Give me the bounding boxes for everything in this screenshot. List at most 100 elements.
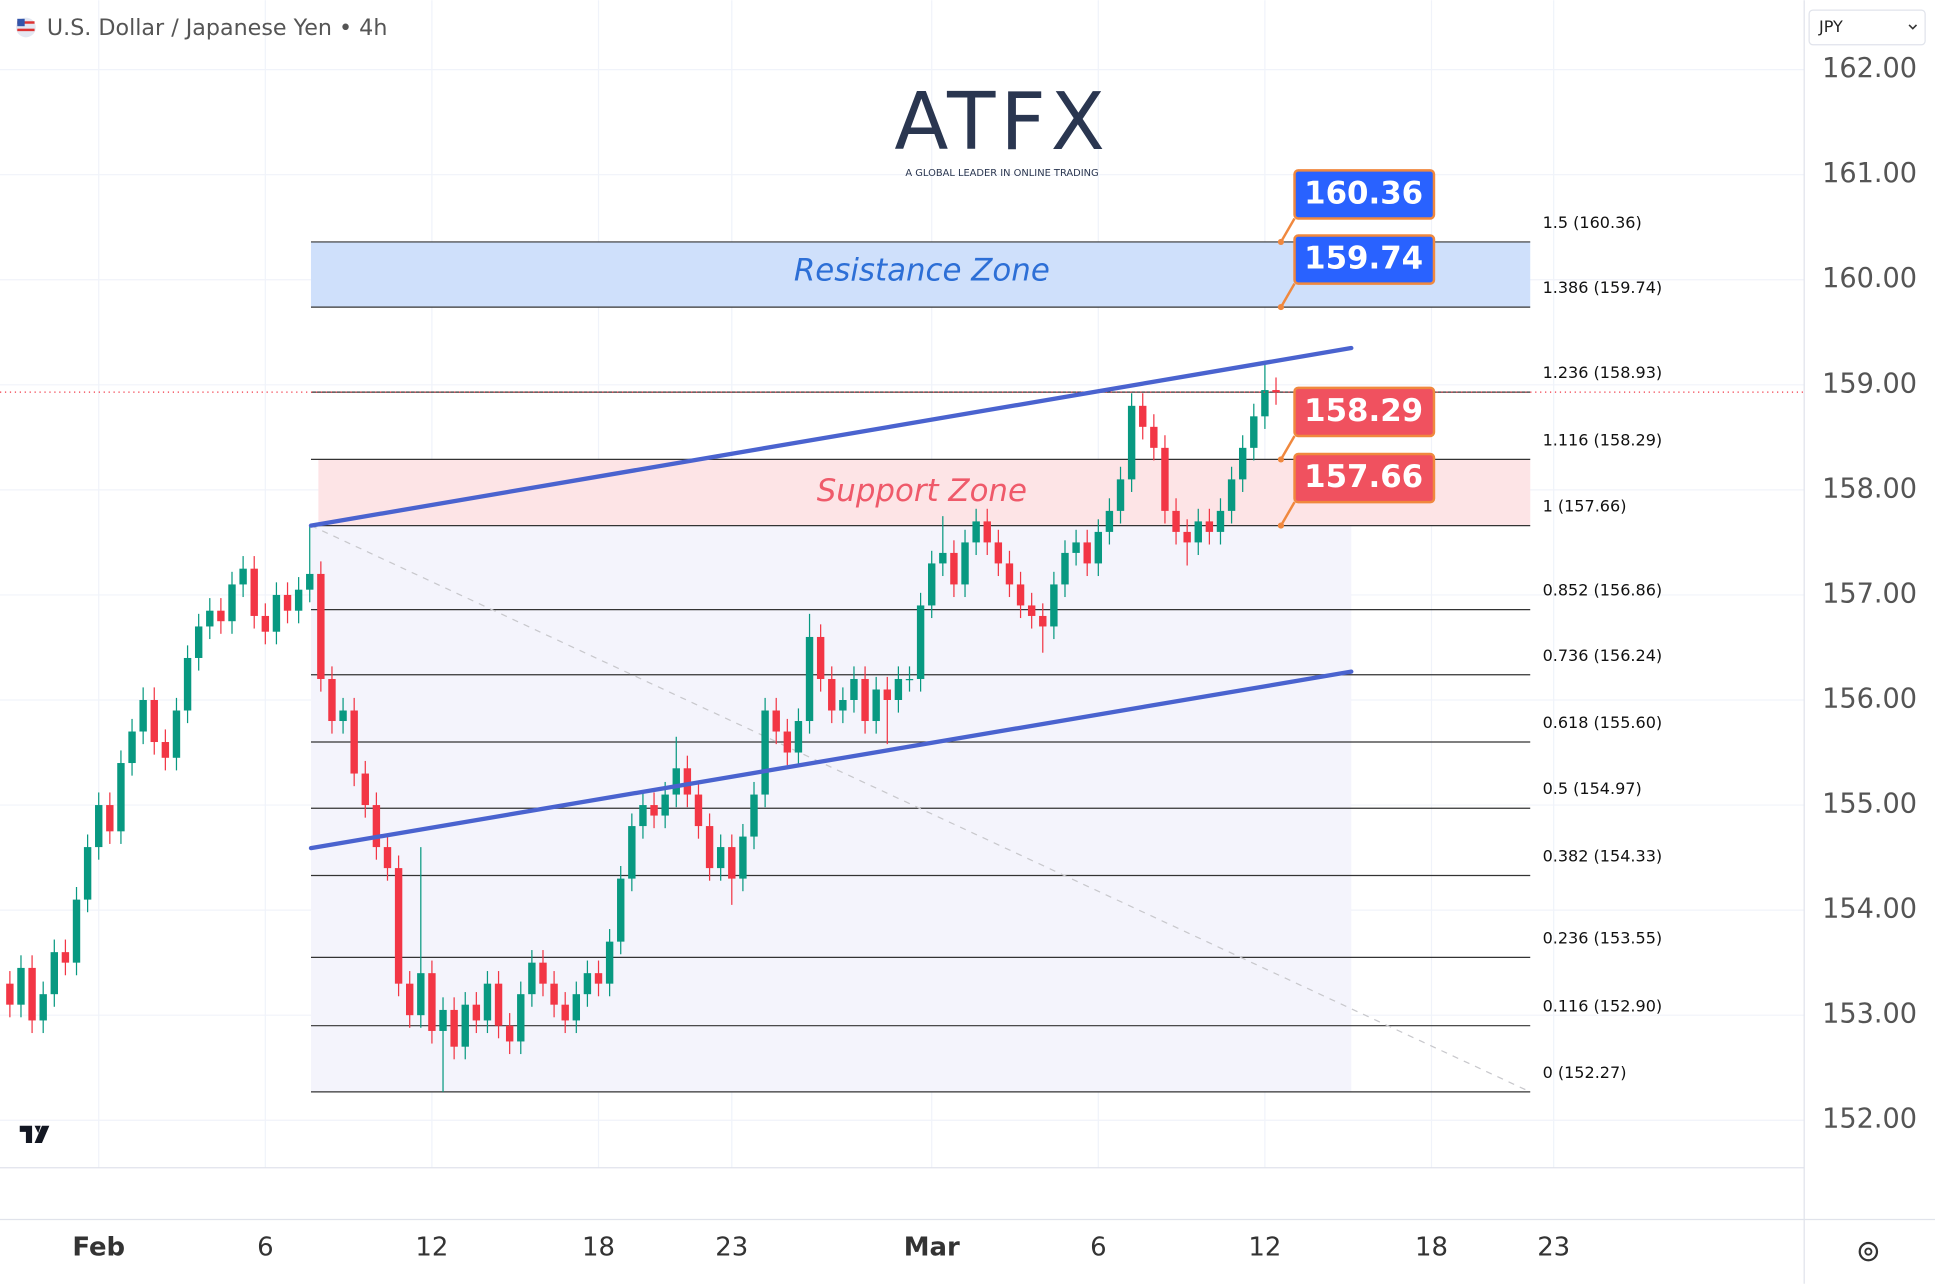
candle-body — [317, 573, 325, 679]
settings-button[interactable] — [1858, 1241, 1879, 1262]
y-tick-label: 156.00 — [1822, 684, 1917, 715]
candle-body — [161, 742, 170, 758]
candle-body — [661, 794, 669, 816]
callout-anchor — [1277, 522, 1285, 529]
candle-body — [1039, 615, 1047, 627]
fib-label: 0.236 (153.55) — [1543, 928, 1663, 947]
candle-body — [194, 626, 203, 658]
candle-body — [1161, 447, 1169, 511]
candle-body — [517, 994, 525, 1042]
gear[interactable] — [1858, 1241, 1879, 1262]
candle-body — [206, 610, 214, 627]
currency-box[interactable] — [1808, 9, 1926, 46]
logo-tagline: A GLOBAL LEADER IN ONLINE TRADING — [905, 168, 1098, 179]
x-tick-label: 23 — [715, 1232, 748, 1262]
candle-body — [1116, 479, 1125, 511]
candle-body — [705, 826, 714, 869]
candle-body — [1127, 405, 1136, 480]
fib-label: 0 (152.27) — [1543, 1063, 1627, 1082]
candle-body — [350, 710, 358, 774]
candle-body — [472, 1004, 481, 1021]
candle-body — [772, 710, 780, 732]
candle-body — [739, 836, 747, 879]
y-tick-label: 152.00 — [1822, 1104, 1917, 1135]
candle-body — [850, 678, 858, 701]
callout-anchor — [1277, 238, 1285, 246]
candle-body — [339, 710, 347, 722]
candle-body — [50, 952, 59, 995]
candle-body — [172, 710, 181, 758]
candle-body — [183, 657, 192, 711]
candle-body — [950, 552, 958, 585]
y-tick-label: 153.00 — [1822, 999, 1917, 1030]
y-tick-label: 154.00 — [1822, 894, 1917, 925]
fib-label: 0.116 (152.90) — [1543, 997, 1663, 1016]
candle-body — [650, 805, 658, 816]
tradingview-logo — [19, 1125, 50, 1144]
candle-body — [1027, 605, 1036, 616]
candle-body — [239, 568, 247, 585]
candle-body — [439, 1009, 447, 1031]
candle-body — [861, 678, 869, 722]
logo-name: ATFX — [894, 76, 1109, 168]
candle-body — [783, 731, 792, 753]
candle-body — [383, 847, 392, 869]
callout-box — [1293, 452, 1436, 504]
candle-body — [905, 678, 914, 681]
candle-body — [828, 678, 836, 711]
candle-body — [217, 610, 225, 622]
candle-body — [1072, 542, 1080, 553]
callout-box — [1293, 386, 1436, 438]
candle-body — [572, 994, 581, 1021]
candle-body — [550, 983, 558, 1005]
tv-mark — [19, 1125, 50, 1144]
callout-box — [1293, 234, 1436, 285]
overlays: 160.36 159.74 158.29 157.66 — [0, 169, 1805, 851]
candle-body — [1094, 531, 1103, 564]
symbol-header: U.S. Dollar / Japanese Yen • 4h — [16, 15, 387, 41]
candle-body — [1216, 510, 1225, 532]
candle-body — [261, 615, 270, 632]
candle-body — [461, 1004, 469, 1047]
callout-label: 157.66 — [1304, 459, 1423, 495]
candle-body — [683, 768, 692, 795]
candle-body — [1183, 531, 1191, 543]
candle-body — [894, 678, 903, 701]
candle-body — [694, 794, 703, 827]
candle-body — [761, 710, 769, 795]
currency-select[interactable]: JPY — [1808, 9, 1926, 46]
callout-pointer — [1279, 217, 1296, 243]
candle-body — [1105, 510, 1114, 532]
candle-body — [117, 763, 125, 832]
x-tick-label: 18 — [1415, 1232, 1448, 1262]
candle-body — [1172, 510, 1180, 532]
candle-body — [628, 826, 636, 879]
candle-body — [994, 542, 1003, 564]
x-tick-label: 12 — [415, 1232, 448, 1262]
logo: ATFX A GLOBAL LEADER IN ONLINE TRADING — [894, 76, 1109, 179]
callout-label: 160.36 — [1304, 176, 1423, 212]
currency-label[interactable]: JPY — [1818, 17, 1843, 36]
candle-body — [28, 967, 36, 1021]
fib-label: 0.5 (154.97) — [1543, 779, 1642, 798]
candle-body — [361, 773, 369, 806]
candle-body — [916, 605, 925, 679]
candle-body — [1139, 405, 1147, 427]
fib-trend — [310, 525, 1531, 1093]
candle-body — [272, 594, 281, 632]
candle-body — [983, 521, 991, 543]
callout-label: 158.29 — [1304, 393, 1423, 429]
x-tick-label: Mar — [904, 1232, 960, 1262]
candle-body — [750, 794, 758, 837]
candle-body — [17, 967, 25, 1005]
candle-body — [106, 805, 114, 832]
fib-label: 1.236 (158.93) — [1543, 363, 1663, 382]
candle-body — [372, 805, 381, 848]
candle-body — [328, 678, 336, 722]
candle-body — [805, 636, 814, 722]
y-tick-label: 159.00 — [1822, 368, 1917, 399]
candle-body — [794, 721, 803, 753]
gear-center — [1864, 1247, 1873, 1256]
candle-body — [61, 952, 70, 963]
